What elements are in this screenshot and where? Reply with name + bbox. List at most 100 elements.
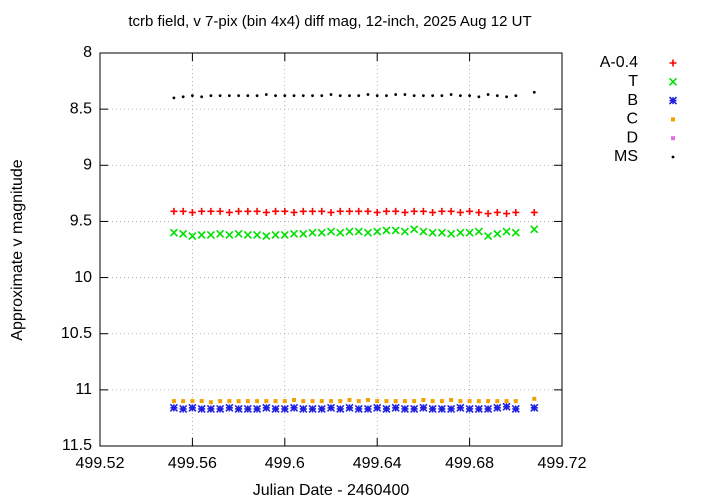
data-point: [392, 207, 400, 215]
data-point: [216, 207, 224, 215]
data-point: [363, 404, 373, 414]
data-point: [385, 94, 388, 98]
data-point: [170, 207, 178, 215]
data-point: [400, 227, 409, 236]
data-point: [245, 399, 250, 404]
legend-label: MS: [614, 148, 638, 165]
data-point: [530, 403, 539, 412]
data-point: [484, 231, 493, 241]
data-point: [218, 94, 222, 98]
y-tick-label: 8: [83, 44, 92, 61]
legend-label: C: [626, 111, 638, 128]
data-point: [227, 399, 232, 404]
data-point: [375, 399, 380, 404]
data-point: [336, 207, 344, 215]
data-point: [384, 399, 389, 404]
data-point: [419, 207, 427, 215]
data-point: [373, 208, 381, 216]
y-tick-label: 9.5: [70, 213, 92, 230]
data-point: [181, 399, 186, 404]
data-point: [255, 399, 260, 404]
data-point: [375, 94, 379, 98]
data-point: [280, 404, 289, 414]
data-point: [530, 225, 539, 234]
data-point: [505, 95, 508, 99]
legend-marker: [671, 136, 675, 141]
data-point: [466, 207, 474, 215]
data-point: [338, 94, 342, 98]
data-point: [225, 403, 234, 412]
data-point: [493, 208, 501, 216]
data-point: [476, 399, 481, 404]
data-point: [373, 227, 382, 236]
data-point: [493, 403, 502, 412]
data-point: [289, 403, 299, 412]
legend-marker: [668, 77, 678, 86]
data-point: [326, 403, 336, 412]
data-point: [504, 399, 509, 404]
data-point: [317, 228, 326, 237]
data-point: [391, 403, 400, 412]
data-point: [329, 399, 333, 404]
data-point: [437, 404, 446, 414]
data-point: [225, 208, 233, 216]
data-point: [474, 227, 483, 236]
data-point: [363, 228, 373, 237]
data-point: [246, 94, 250, 98]
data-point: [299, 229, 308, 238]
y-tick-label: 9: [83, 157, 92, 174]
data-point: [410, 225, 419, 234]
data-point: [532, 396, 537, 401]
chart-title: tcrb field, v 7-pix (bin 4x4) diff mag, …: [128, 13, 531, 30]
data-point: [422, 94, 425, 98]
data-point: [456, 403, 465, 412]
data-point: [438, 207, 446, 215]
legend-marker: [671, 117, 675, 122]
data-point: [311, 94, 314, 98]
y-tick-label: 10: [74, 269, 92, 286]
data-point: [356, 399, 361, 404]
data-point: [243, 230, 252, 239]
data-point: [447, 404, 456, 414]
data-point: [437, 228, 446, 237]
data-point: [495, 399, 500, 404]
data-point: [484, 404, 493, 414]
data-point: [327, 208, 335, 216]
data-point: [216, 229, 225, 238]
data-point: [364, 207, 372, 215]
data-point: [514, 94, 518, 98]
data-point: [179, 207, 187, 215]
data-point: [486, 93, 490, 96]
data-point: [208, 400, 213, 405]
data-point: [301, 399, 306, 404]
y-tick-label: 8.5: [70, 100, 92, 117]
data-point: [234, 404, 243, 414]
data-point: [301, 94, 305, 98]
data-point: [484, 210, 492, 218]
data-point: [429, 208, 437, 216]
x-tick-label: 499.64: [353, 455, 402, 472]
data-point: [428, 228, 437, 237]
data-point: [225, 230, 234, 239]
data-point: [227, 94, 231, 98]
x-tick-label: 499.56: [168, 455, 217, 472]
data-point: [382, 404, 391, 414]
data-point: [495, 94, 499, 98]
data-point: [271, 404, 280, 414]
data-point: [207, 207, 215, 215]
data-point: [366, 93, 370, 96]
data-point: [400, 404, 409, 414]
data-point: [319, 399, 324, 404]
data-point: [401, 208, 409, 216]
data-point: [299, 207, 307, 215]
data-point: [428, 404, 437, 414]
data-point: [290, 208, 298, 216]
data-point: [272, 207, 280, 215]
data-point: [394, 93, 398, 96]
data-point: [511, 404, 520, 414]
data-point: [179, 404, 188, 414]
data-point: [188, 231, 197, 241]
legend-marker: [669, 59, 677, 67]
